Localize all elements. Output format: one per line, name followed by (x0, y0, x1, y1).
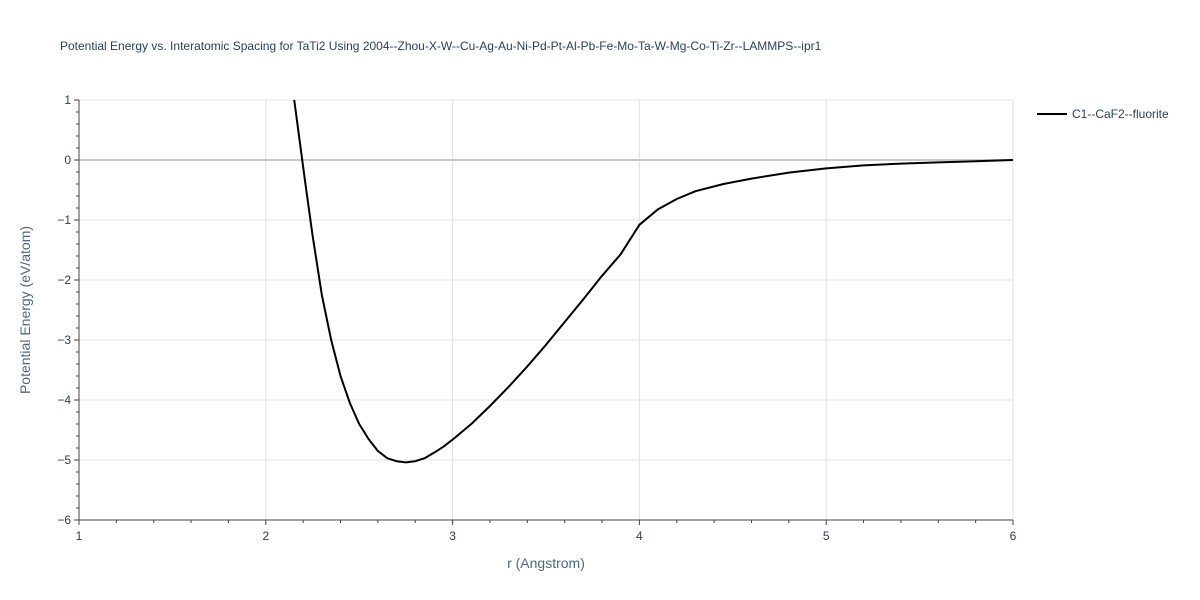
grid (79, 99, 1014, 520)
x-tick-label: 4 (636, 529, 643, 543)
x-tick-label: 3 (449, 529, 456, 543)
x-tick-label: 6 (1010, 529, 1017, 543)
axes: 1 2 3 4 5 6 1 0 −1 −2 −3 −4 −5 −6 (57, 93, 1016, 543)
y-axis-title: Potential Energy (eV/atom) (17, 226, 33, 394)
x-tick-label: 5 (823, 529, 830, 543)
y-tick-label: −6 (57, 513, 71, 527)
x-tick-label: 1 (76, 529, 83, 543)
y-tick-label: −1 (57, 213, 71, 227)
legend-label: C1--CaF2--fluorite (1072, 107, 1169, 121)
y-tick-label: −2 (57, 273, 71, 287)
series-layer (293, 97, 1013, 464)
y-tick-label: 1 (64, 93, 71, 107)
x-tick-label: 2 (262, 529, 269, 543)
x-axis-title: r (Angstrom) (507, 555, 585, 571)
y-tick-label: −5 (57, 453, 71, 467)
series-line[interactable] (293, 97, 1013, 464)
y-tick-label: −3 (57, 333, 71, 347)
chart-title: Potential Energy vs. Interatomic Spacing… (60, 39, 822, 53)
y-tick-label: −4 (57, 393, 71, 407)
y-tick-label: 0 (64, 153, 71, 167)
legend[interactable]: C1--CaF2--fluorite (1037, 107, 1169, 121)
